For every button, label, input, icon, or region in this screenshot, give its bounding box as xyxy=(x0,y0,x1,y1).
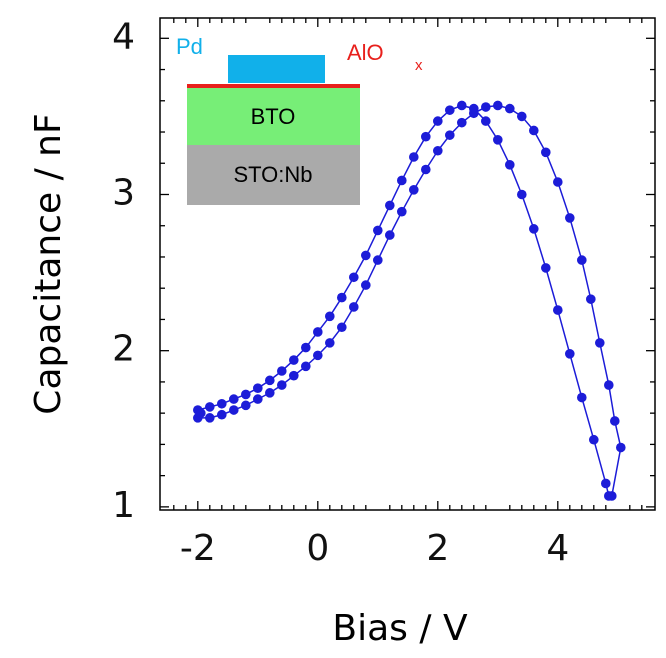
data-point xyxy=(421,164,431,175)
data-point xyxy=(409,152,419,162)
data-point xyxy=(469,108,479,119)
data-point xyxy=(457,100,467,111)
data-point xyxy=(595,338,605,348)
data-point xyxy=(205,413,215,423)
y-tick-label: 1 xyxy=(112,485,135,526)
data-point xyxy=(445,105,455,115)
alox-subscript: x xyxy=(415,57,423,74)
data-line xyxy=(196,104,622,497)
data-point xyxy=(252,383,263,393)
data-point xyxy=(565,213,575,223)
data-point xyxy=(565,349,575,359)
data-point xyxy=(457,117,467,128)
data-point xyxy=(241,400,251,411)
data-point xyxy=(373,225,383,236)
alox-label: AlO xyxy=(347,40,384,65)
data-point xyxy=(217,398,227,409)
data-point xyxy=(616,442,626,453)
data-point xyxy=(541,263,551,273)
data-point xyxy=(385,230,395,240)
data-point xyxy=(325,311,335,322)
data-point xyxy=(433,145,443,156)
y-tick-label: 2 xyxy=(112,329,135,370)
data-point xyxy=(301,342,311,353)
data-point xyxy=(229,405,239,415)
data-point xyxy=(517,189,527,200)
data-point xyxy=(493,135,503,145)
data-point xyxy=(409,185,419,195)
data-point xyxy=(529,224,539,234)
data-point xyxy=(397,206,407,217)
data-point xyxy=(289,370,299,381)
alox-layer xyxy=(187,84,360,88)
data-point xyxy=(586,294,596,304)
data-point xyxy=(505,160,515,170)
pd-label: Pd xyxy=(176,34,203,59)
data-point xyxy=(313,350,323,361)
x-tick-label: -2 xyxy=(180,528,216,569)
data-point xyxy=(481,102,491,112)
data-point xyxy=(607,491,617,501)
data-point xyxy=(337,292,347,303)
data-point xyxy=(229,394,239,404)
data-point xyxy=(205,402,215,412)
data-point xyxy=(265,375,275,386)
data-point xyxy=(373,255,383,265)
data-point xyxy=(289,355,299,365)
data-point xyxy=(361,250,371,261)
pd-layer xyxy=(228,55,325,83)
data-point xyxy=(196,408,206,418)
y-tick-label: 3 xyxy=(112,172,135,213)
bto-label: BTO xyxy=(251,104,296,129)
data-point xyxy=(349,302,359,312)
data-point xyxy=(241,389,251,400)
sto-label: STO:Nb xyxy=(233,162,312,187)
data-point xyxy=(265,388,275,398)
y-axis-label: Capacitance / nF xyxy=(28,113,69,414)
data-point xyxy=(252,394,263,404)
data-point xyxy=(529,125,539,136)
x-tick-label: 4 xyxy=(546,528,569,569)
data-point xyxy=(553,177,563,187)
x-tick-label: 0 xyxy=(306,528,329,569)
data-point xyxy=(313,327,323,337)
data-point xyxy=(610,416,620,426)
data-point xyxy=(337,322,347,333)
data-point xyxy=(445,130,455,140)
data-point xyxy=(301,361,311,372)
inset: Pd AlO x BTO STO:Nb xyxy=(176,34,423,205)
data-point xyxy=(604,380,614,390)
data-point xyxy=(421,131,431,142)
x-tick-label: 2 xyxy=(426,528,449,569)
data-point xyxy=(361,280,371,290)
data-point xyxy=(325,338,335,348)
plot-frame xyxy=(159,17,656,511)
data-point xyxy=(577,392,587,403)
data-point xyxy=(541,147,551,158)
data-point xyxy=(589,434,599,445)
bto-layer xyxy=(187,88,360,145)
data-point xyxy=(553,305,563,315)
data-point xyxy=(505,103,515,114)
data-point xyxy=(349,272,359,283)
data-point xyxy=(601,478,611,489)
data-point xyxy=(277,380,287,390)
data-point xyxy=(433,116,443,126)
data-point xyxy=(517,111,527,122)
x-axis-label: Bias / V xyxy=(332,608,468,649)
y-tick-label: 4 xyxy=(112,16,135,57)
data-point xyxy=(397,175,407,186)
data-point xyxy=(577,255,587,265)
data-point xyxy=(481,116,491,126)
data-point xyxy=(493,100,503,111)
data-point xyxy=(385,200,395,211)
data-point xyxy=(217,409,227,420)
sto-layer xyxy=(187,145,360,205)
data-point xyxy=(277,366,287,376)
